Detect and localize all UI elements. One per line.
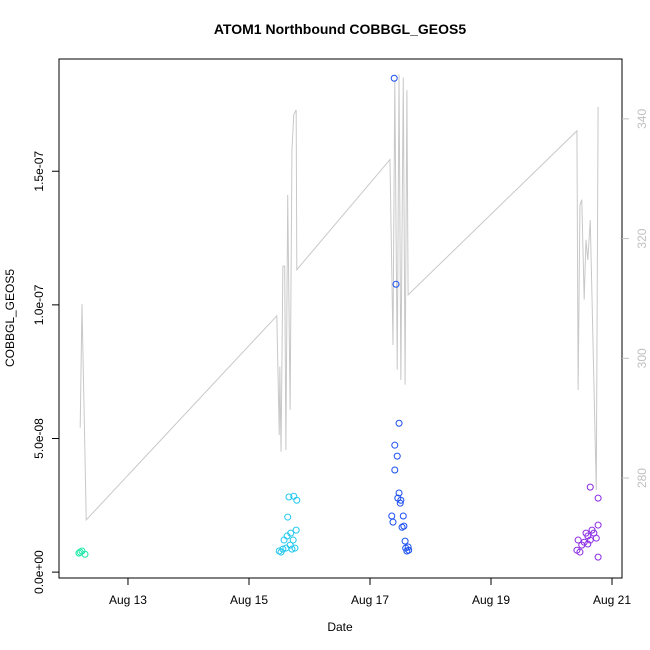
scatter-point: [284, 513, 292, 521]
scatter-point: [594, 521, 602, 529]
scatter-point: [576, 548, 584, 556]
y2-tick-label: 280: [635, 468, 649, 488]
y-tick-label: 5.0e-08: [32, 418, 46, 459]
scatter-point: [594, 494, 602, 502]
x-tick-label: Aug 19: [472, 593, 510, 607]
scatter-point: [398, 523, 406, 531]
scatter-point: [392, 280, 400, 288]
scatter-point: [75, 549, 83, 557]
scatter-point: [288, 545, 296, 553]
scatter-point: [404, 543, 412, 551]
y-tick-label: 1.5e-07: [32, 151, 46, 192]
scatter-point: [586, 483, 594, 491]
scatter-point: [289, 536, 297, 544]
scatter-point: [594, 553, 602, 561]
y2-tick-label: 320: [635, 228, 649, 248]
line-series: [79, 74, 599, 522]
plot-frame: [58, 58, 623, 579]
scatter-point: [285, 493, 293, 501]
scatter-point: [401, 537, 409, 545]
scatter-point: [574, 536, 582, 544]
x-tick-label: Aug 17: [351, 593, 389, 607]
scatter-point: [580, 538, 588, 546]
scatter-point: [293, 496, 301, 504]
scatter-point: [584, 540, 592, 548]
y2-tick-label: 300: [635, 348, 649, 368]
scatter-point: [287, 529, 295, 537]
scatter-point: [393, 452, 401, 460]
chart-title: ATOM1 Northbound COBBGL_GEOS5: [214, 21, 466, 37]
y-tick-label: 1.0e-07: [32, 284, 46, 325]
x-tick-label: Aug 13: [109, 593, 147, 607]
scatter-point: [391, 466, 399, 474]
scatter-point: [275, 547, 283, 555]
scatter-point: [397, 496, 405, 504]
y2-tick-label: 340: [635, 109, 649, 129]
scatter-point: [279, 545, 287, 553]
scatter-point: [390, 74, 398, 82]
scatter-point: [389, 518, 397, 526]
scatter-point: [292, 526, 300, 534]
y-axis-label: COBBGL_GEOS5: [3, 269, 17, 367]
scatter-point: [291, 544, 299, 552]
scatter-point: [400, 522, 408, 530]
scatter-point: [395, 419, 403, 427]
scatter-point: [396, 499, 404, 507]
scatter-point: [405, 546, 413, 554]
scatter-point: [391, 441, 399, 449]
scatter-point: [399, 512, 407, 520]
scatter-point: [592, 534, 600, 542]
y-tick-label: 0.0e+00: [32, 550, 46, 594]
x-axis-label: Date: [327, 620, 353, 634]
x-tick-label: Aug 15: [230, 593, 268, 607]
x-tick-label: Aug 21: [593, 593, 631, 607]
scatter-point: [395, 489, 403, 497]
